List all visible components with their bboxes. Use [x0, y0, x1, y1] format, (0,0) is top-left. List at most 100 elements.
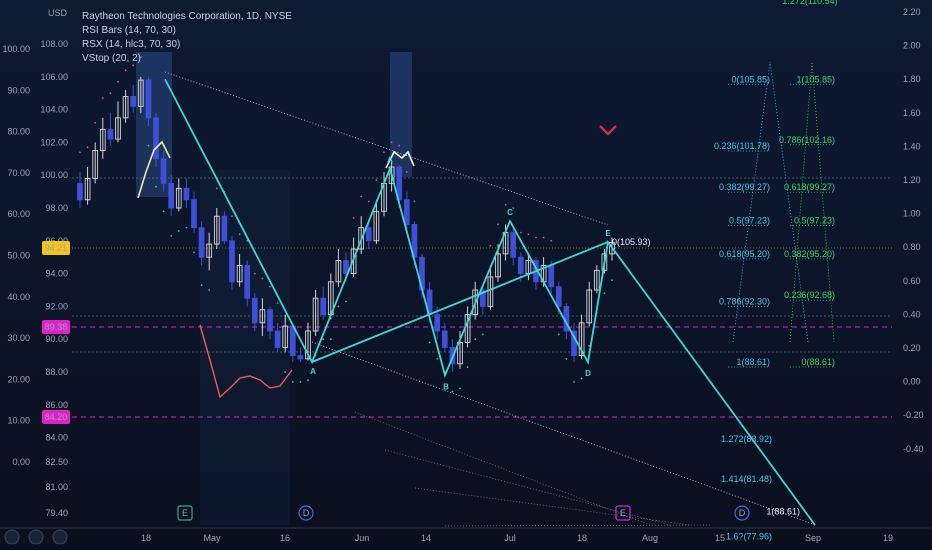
earnings-icon — [177, 505, 193, 521]
vstop-dot — [489, 244, 492, 247]
left-axis-tick: 70.00 — [7, 168, 30, 178]
vstop-dot — [428, 341, 431, 344]
vstop-dot — [185, 226, 188, 229]
sell-signal-icon — [599, 125, 617, 136]
vstop-dot — [367, 200, 370, 203]
x-tick: 18 — [577, 533, 587, 543]
vstop-dot — [109, 92, 112, 95]
fib-label-right: 0.236(92.68) — [784, 290, 835, 300]
candle-body — [555, 286, 562, 307]
vstop-dot — [299, 380, 302, 383]
indicator-vstop[interactable]: VStop (20, 2) — [82, 53, 141, 64]
candle-body — [517, 256, 524, 275]
candle-body — [251, 297, 258, 324]
highlight-box — [390, 52, 412, 177]
vstop-dot — [162, 210, 165, 213]
fib-ext-label: 1.6?(77.96) — [726, 532, 772, 542]
x-tick: Jul — [504, 533, 516, 543]
right-axis-tick: 1.40 — [903, 141, 921, 151]
right-axis-tick: -0.20 — [903, 410, 924, 420]
event-letter: D — [303, 508, 310, 518]
vstop-dot — [193, 251, 195, 254]
fib-label-left: 0.786(92.30) — [719, 296, 770, 306]
fib-ext-label: 1(88.61) — [766, 506, 800, 516]
vstop-dot — [550, 239, 553, 242]
fib-label-right: 0.382(95.20) — [784, 249, 835, 259]
price-tick: 102.00 — [40, 137, 68, 147]
vstop-dot — [139, 56, 142, 59]
wave-label: A — [387, 156, 393, 165]
channel-line-lower — [311, 341, 816, 526]
price-tick: 100.00 — [40, 170, 68, 180]
indicator-rsx[interactable]: RSX (14, hlc3, 70, 30) — [82, 39, 181, 50]
vstop-dot — [101, 97, 104, 100]
vstop-dot — [246, 239, 249, 242]
candle-body — [168, 182, 175, 209]
axis-control-icon[interactable] — [4, 529, 20, 545]
left-axis-tick: 20.00 — [7, 374, 30, 384]
fib-triangle-left — [732, 61, 809, 343]
dividend-icon — [298, 505, 314, 521]
price-label-box — [42, 410, 70, 424]
vstop-dot — [405, 171, 408, 173]
candle-body — [609, 241, 615, 255]
vstop-dot — [147, 144, 150, 147]
vstop-dot — [588, 344, 591, 347]
earnings-icon — [615, 505, 631, 521]
vstop-dot — [177, 230, 180, 232]
vstop-dot — [360, 195, 363, 198]
axis-control-icon[interactable] — [52, 529, 68, 545]
vstop-dot — [307, 379, 309, 382]
price-tick: 94.00 — [45, 269, 68, 279]
right-axis-tick: 0.60 — [903, 276, 921, 286]
event-marker: E — [615, 505, 631, 521]
candle-body — [84, 178, 91, 201]
vstop-dot — [375, 179, 378, 182]
vstop-dot — [132, 64, 135, 67]
vstop-dot — [79, 151, 81, 154]
candle-body — [92, 150, 99, 179]
fib-label-left: 0.382(99.27) — [719, 182, 770, 192]
vstop-dot — [94, 121, 97, 124]
axis-control-icon[interactable] — [28, 529, 44, 545]
candle-body — [350, 248, 357, 275]
price-label-text: 94.21 — [45, 243, 68, 253]
candle-body — [487, 276, 494, 307]
candle-body — [130, 96, 137, 107]
vstop-dot — [451, 390, 454, 393]
vstop-dot — [291, 380, 294, 383]
x-tick: May — [203, 533, 221, 543]
vstop-dot — [117, 80, 119, 83]
candle-body — [213, 215, 220, 245]
candle-body — [441, 330, 448, 348]
indicator-rsi-bars[interactable]: RSI Bars (14, 70, 30) — [82, 25, 176, 36]
right-axis-tick: 0.40 — [903, 309, 921, 319]
candle-body — [297, 355, 304, 360]
fib-label-left: 0.236(101.78) — [714, 141, 770, 151]
vstop-dot — [459, 387, 461, 390]
candle-body — [601, 253, 608, 271]
candle-body — [305, 330, 311, 360]
price-label-text: 89.38 — [45, 322, 68, 332]
wave-connector — [311, 241, 609, 363]
candle-body — [388, 166, 395, 184]
wave-label: A — [310, 367, 316, 376]
point-label: 0(105.93) — [612, 237, 651, 247]
vstop-dot — [86, 146, 89, 149]
vstop-dot — [535, 236, 537, 239]
event-marker: E — [177, 505, 193, 521]
right-axis-tick: 1.00 — [903, 209, 921, 219]
fib-ext-label: 1.272(83.92) — [721, 434, 772, 444]
wave-sub-line — [389, 168, 446, 376]
left-axis-tick: 40.00 — [7, 292, 30, 302]
candle-body — [365, 227, 372, 242]
left-axis-tick: 50.00 — [7, 251, 30, 261]
chart-title[interactable]: Raytheon Technologies Corporation, 1D, N… — [82, 11, 292, 22]
x-tick: Aug — [642, 533, 658, 543]
fan-line — [444, 524, 711, 527]
fan-line — [384, 449, 671, 526]
rsi-curve — [385, 150, 415, 169]
vstop-dot — [413, 200, 416, 203]
